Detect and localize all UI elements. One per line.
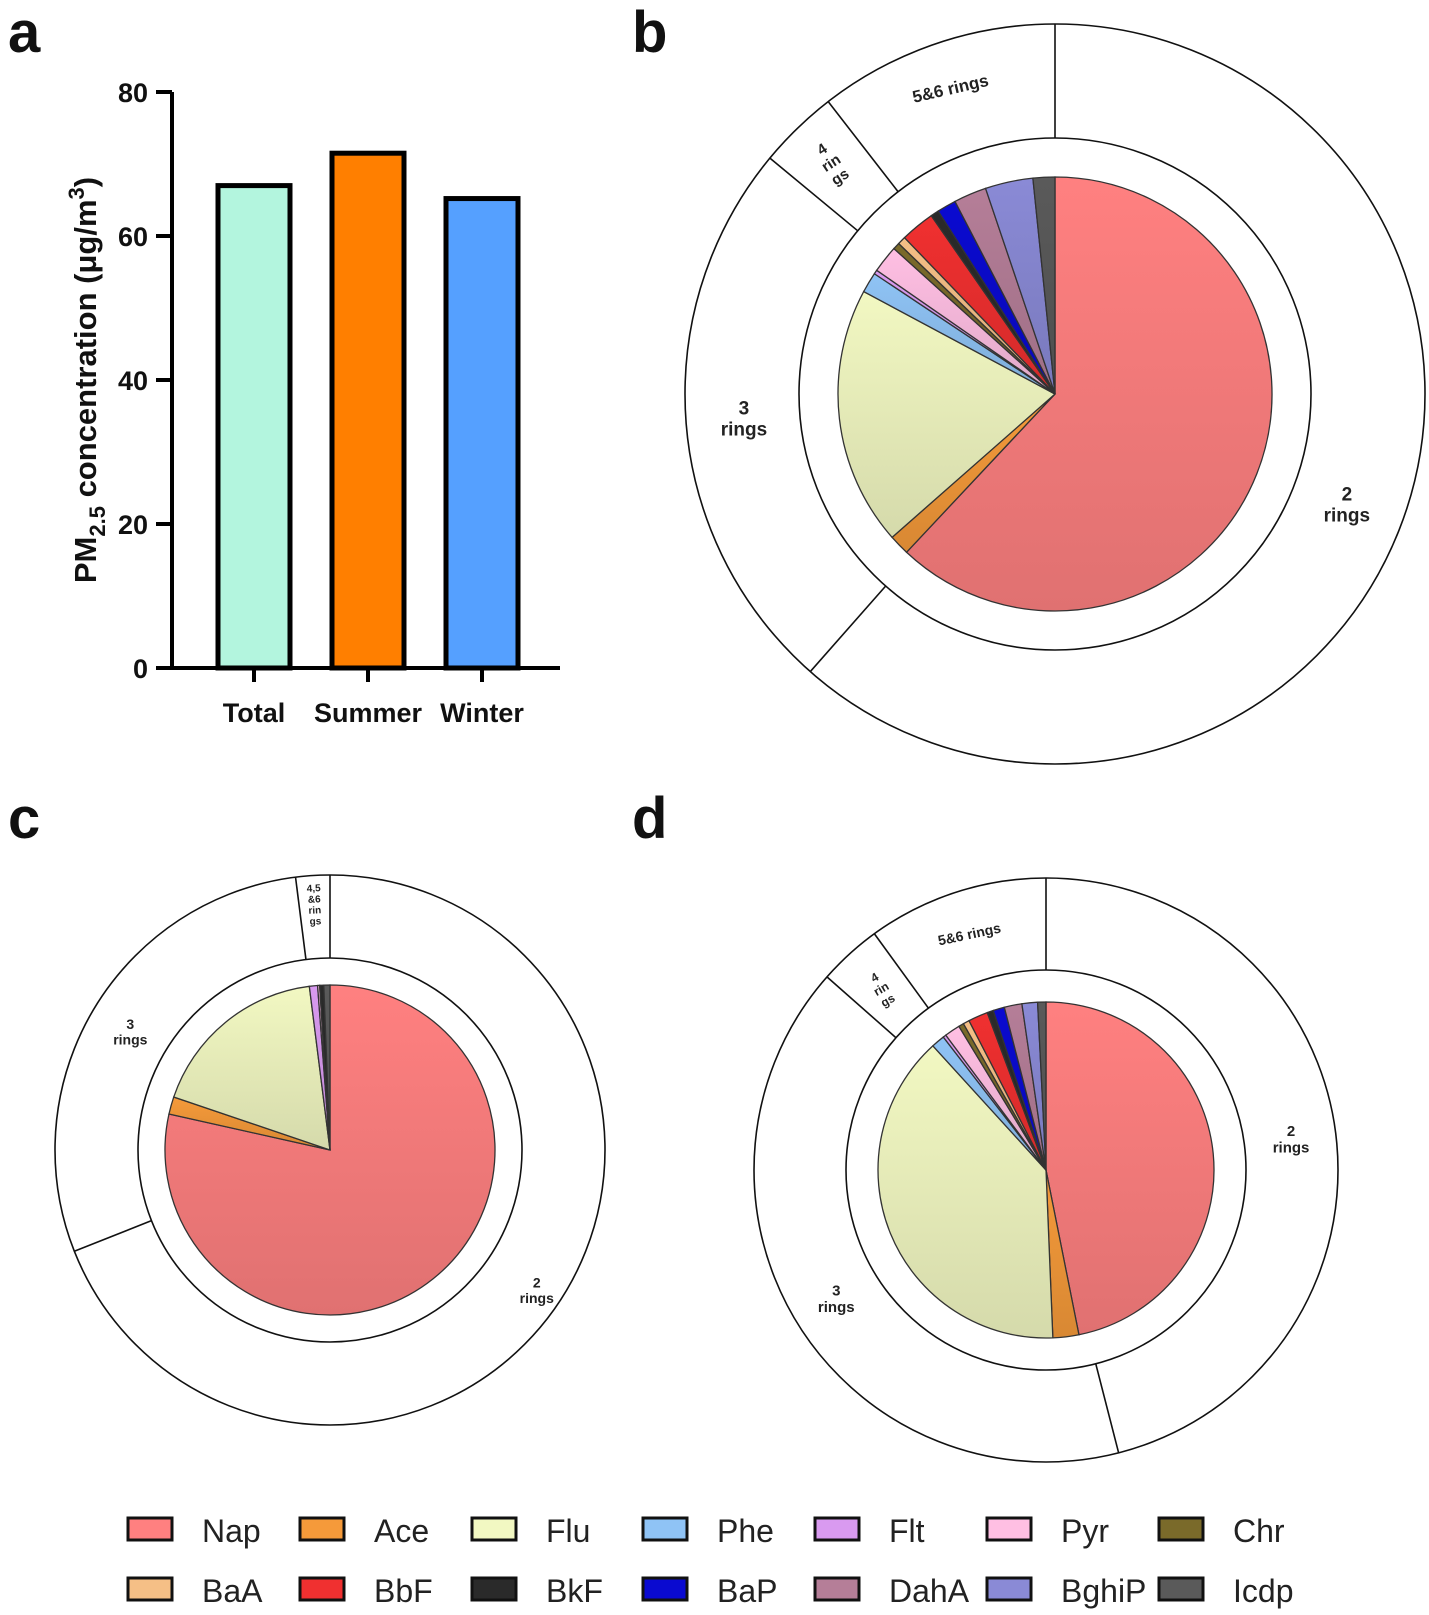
- slice-flu: [837, 290, 1057, 539]
- legend-swatch-bap: [641, 1576, 689, 1602]
- slice-icdp: [1032, 176, 1056, 395]
- legend-swatch-icdp: [1157, 1576, 1205, 1602]
- outer-label-2-rings: 2 rings: [520, 1275, 554, 1306]
- outer-segment-divider: [873, 933, 930, 1009]
- bar-chart-a: 0 20 40 60 80 Total Summer Winter PM2.5 concen…: [64, 78, 560, 728]
- y-ticks: 0 20 40 60 80: [118, 78, 172, 684]
- outer-label-3-rings: 3 rings: [113, 1016, 147, 1047]
- legend-swatch-nap: [126, 1516, 174, 1542]
- x-tick-labels: Total Summer Winter: [223, 668, 524, 728]
- panel-label-c: c: [8, 786, 40, 851]
- legend-label-ace: Ace: [374, 1513, 429, 1549]
- y-tick-label: 20: [118, 510, 148, 540]
- legend-label-baa: BaA: [202, 1573, 263, 1609]
- slice-icdp: [1036, 1001, 1047, 1171]
- legend-swatch-flu: [470, 1516, 518, 1542]
- legend-label-flt: Flt: [889, 1513, 925, 1549]
- legend-label-chr: Chr: [1233, 1513, 1285, 1549]
- panel-label-b: b: [632, 0, 667, 65]
- legend-swatch-bbf: [298, 1576, 346, 1602]
- legend-swatch-baa: [126, 1576, 174, 1602]
- y-tick-label: 0: [133, 654, 148, 684]
- bars: [215, 150, 521, 671]
- legend-swatch-ace: [298, 1516, 346, 1542]
- legend-label-bghip: BghiP: [1061, 1573, 1146, 1609]
- donut-chart-c: 2 rings 3 rings 4,5&6rings: [54, 874, 606, 1426]
- legend-swatch-pyr: [985, 1516, 1033, 1542]
- legend-label-bkf: BkF: [546, 1573, 603, 1609]
- legend-label-bbf: BbF: [374, 1573, 433, 1609]
- y-tick-label: 60: [118, 222, 148, 252]
- outer-label-4-5-6-rings: 4,5&6rings: [307, 883, 324, 928]
- legend-swatch-flt: [813, 1516, 861, 1542]
- y-tick-label: 40: [118, 366, 148, 396]
- legend-label-pyr: Pyr: [1061, 1513, 1109, 1549]
- bar-winter: [443, 196, 521, 671]
- legend-label-nap: Nap: [202, 1513, 261, 1549]
- legend-label-icdp: Icdp: [1233, 1573, 1293, 1609]
- legend-swatch-daha: [813, 1576, 861, 1602]
- outer-label-3-rings: 3 rings: [721, 399, 767, 441]
- x-tick-label: Total: [223, 698, 286, 728]
- panel-label-a: a: [8, 0, 41, 65]
- legend-label-bap: BaP: [717, 1573, 777, 1609]
- bar-summer: [329, 150, 407, 671]
- outer-segment-divider: [809, 585, 887, 673]
- y-axis-label: PM2.5 concentration (μg/m3): [64, 177, 110, 583]
- legend: Nap Ace Flu Phe Flt Pyr Chr BaA BbF BkF BaP DahA Bgh…: [126, 1513, 1293, 1609]
- outer-segment-divider: [1094, 1363, 1120, 1454]
- y-tick-label: 80: [118, 78, 148, 108]
- outer-label-3-rings: 3 rings: [818, 1283, 855, 1317]
- slice-flu: [877, 1044, 1054, 1339]
- legend-swatch-bghip: [985, 1576, 1033, 1602]
- outer-label-2-rings: 2 rings: [1324, 484, 1370, 526]
- legend-swatch-phe: [641, 1516, 689, 1542]
- legend-swatch-chr: [1157, 1516, 1205, 1542]
- legend-label-daha: DahA: [889, 1573, 970, 1609]
- outer-segment-divider: [827, 101, 899, 193]
- slice-nap: [905, 176, 1273, 612]
- x-tick-label: Summer: [314, 698, 423, 728]
- slice-icdp: [323, 984, 331, 1151]
- slice-flu: [172, 985, 331, 1151]
- outer-segment-divider: [294, 877, 307, 960]
- legend-label-phe: Phe: [717, 1513, 774, 1549]
- legend-swatch-bkf: [470, 1576, 518, 1602]
- slice-nap: [1045, 1001, 1215, 1336]
- legend-label-flu: Flu: [546, 1513, 590, 1549]
- outer-label-2-rings: 2 rings: [1273, 1123, 1310, 1157]
- outer-segment-divider: [826, 976, 897, 1039]
- outer-segment-divider: [74, 1219, 152, 1252]
- bar-total: [215, 183, 293, 671]
- x-tick-label: Winter: [440, 698, 524, 728]
- outer-segment-divider: [769, 157, 859, 232]
- panel-label-d: d: [632, 786, 667, 851]
